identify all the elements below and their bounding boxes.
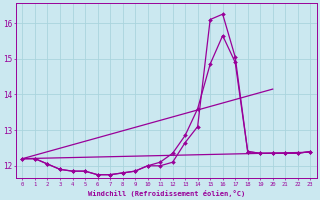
X-axis label: Windchill (Refroidissement éolien,°C): Windchill (Refroidissement éolien,°C): [88, 190, 245, 197]
